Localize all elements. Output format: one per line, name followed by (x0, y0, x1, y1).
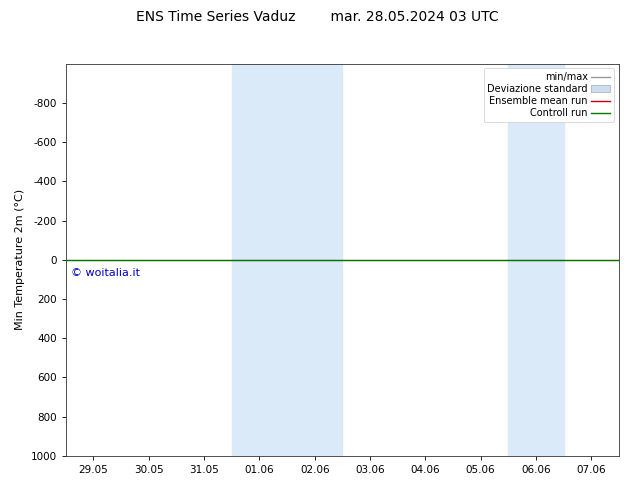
Y-axis label: Min Temperature 2m (°C): Min Temperature 2m (°C) (15, 189, 25, 330)
Bar (508, 64, 564, 456)
Legend: min/max, Deviazione standard, Ensemble mean run, Controll run: min/max, Deviazione standard, Ensemble m… (484, 69, 614, 122)
Bar (231, 64, 342, 456)
Text: ENS Time Series Vaduz        mar. 28.05.2024 03 UTC: ENS Time Series Vaduz mar. 28.05.2024 03… (136, 10, 498, 24)
Text: © woitalia.it: © woitalia.it (71, 268, 140, 278)
